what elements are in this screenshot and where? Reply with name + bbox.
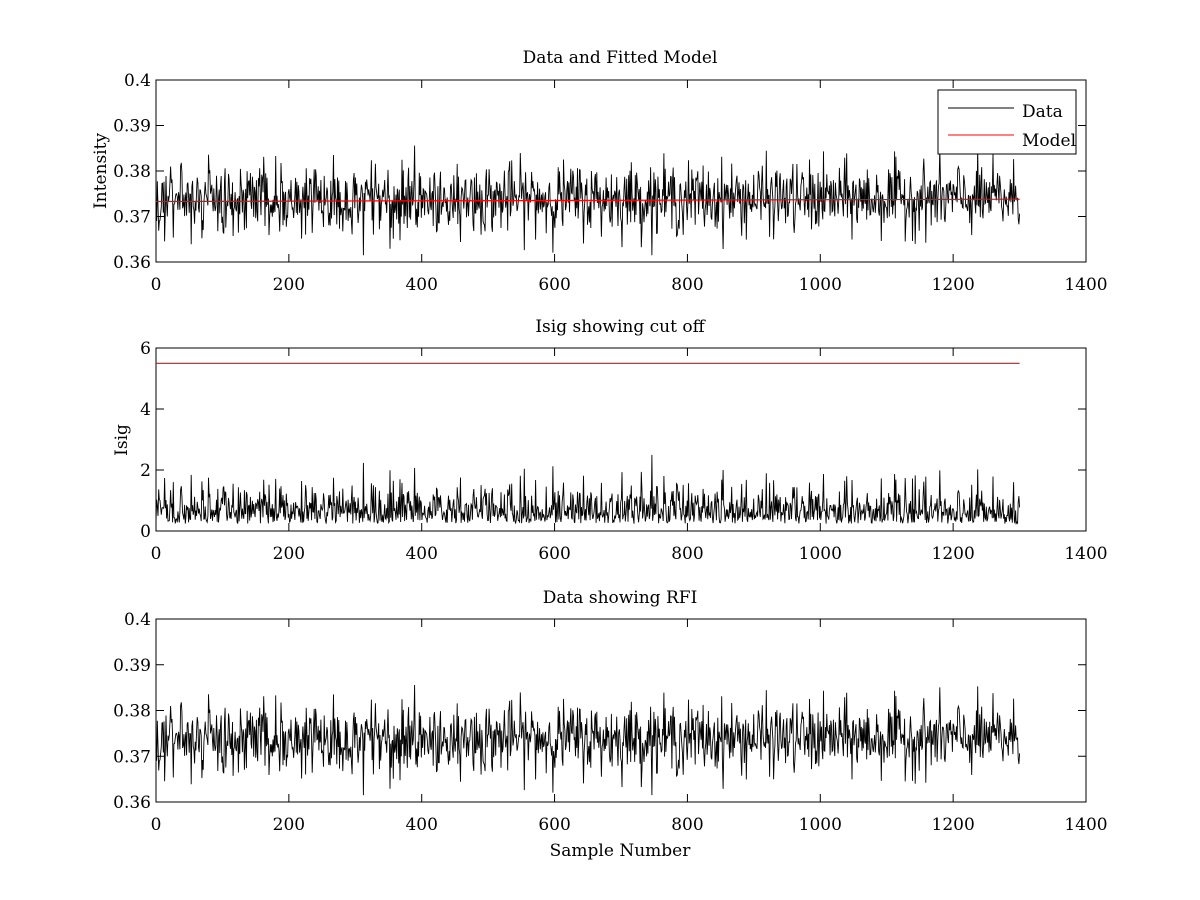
xtick-label: 1000 [799,275,842,295]
xtick-label: 800 [671,275,703,295]
ytick-label: 0.37 [113,747,151,767]
ytick-label: 0.4 [124,610,151,630]
panel3-lines [155,684,1021,796]
panel1-ylabel: Intensity [91,133,111,209]
ytick-label: 2 [140,461,151,481]
panel2-axes-box [155,347,1087,532]
ytick-label: 0.36 [113,253,151,273]
series-line-data [155,454,1021,526]
xtick-label: 400 [405,544,437,564]
xtick-label: 1200 [932,275,975,295]
ytick-label: 0.4 [124,71,151,91]
xtick-label: 600 [538,544,570,564]
ytick-label: 0.38 [113,702,151,722]
xtick-label: 200 [273,275,305,295]
xtick-label: 0 [151,544,162,564]
xtick-label: 1200 [932,544,975,564]
xtick-label: 200 [273,815,305,835]
xtick-label: 800 [671,815,703,835]
series-line-data [155,145,1021,256]
panel1-title: Data and Fitted Model [523,48,718,68]
panel1-lines [155,145,1021,256]
panel3-title: Data showing RFI [543,588,698,608]
xtick-label: 1400 [1064,544,1107,564]
xtick-label: 600 [538,275,570,295]
panel1-yticks: 0.36 0.37 0.38 0.39 0.4 [113,71,1086,273]
legend-label-model: Model [1022,131,1076,151]
panel3-xticks: 0 200 400 600 800 1000 1200 1400 [151,619,1108,835]
xtick-label: 400 [405,275,437,295]
xtick-label: 1000 [799,815,842,835]
xtick-label: 1200 [932,815,975,835]
panel2-yticks: 0 2 4 6 [140,339,1086,542]
ytick-label: 0.39 [113,117,151,137]
ytick-label: 0.38 [113,162,151,182]
xtick-label: 400 [405,815,437,835]
panel2-lines [155,362,1021,526]
panel3-xlabel: Sample Number [550,841,692,861]
panel1-xticks: 0 200 400 600 800 1000 1200 1400 [151,80,1108,295]
legend-label-data: Data [1022,102,1063,122]
panel2-xticks: 0 200 400 600 800 1000 1200 1400 [151,348,1108,564]
panel3-yticks: 0.36 0.37 0.38 0.39 0.4 [113,610,1086,813]
xtick-label: 0 [151,815,162,835]
ytick-label: 0.39 [113,656,151,676]
ytick-label: 0 [140,522,151,542]
panel2-title: Isig showing cut off [535,317,706,337]
ytick-label: 0.37 [113,208,151,228]
xtick-label: 1400 [1064,275,1107,295]
panel-isig-cutoff: Isig showing cut off Isig 0 2 4 6 0 200 400 60… [112,317,1108,564]
series-line-data [155,684,1021,796]
panel1-legend: Data Model [937,89,1077,155]
xtick-label: 800 [671,544,703,564]
xtick-label: 1000 [799,544,842,564]
ytick-label: 6 [140,339,151,359]
xtick-label: 200 [273,544,305,564]
ytick-label: 0.36 [113,793,151,813]
xtick-label: 600 [538,815,570,835]
xtick-label: 0 [151,275,162,295]
ytick-label: 4 [140,400,151,420]
panel-data-rfi: Data showing RFI 0.36 0.37 0.38 0.39 0.4 0 20… [113,588,1107,861]
xtick-label: 1400 [1064,815,1107,835]
legend-box [937,89,1077,155]
series-line-threshold [155,198,1020,203]
panel2-ylabel: Isig [112,424,132,456]
panel-data-fitted-model: Data and Fitted Model Intensity 0.36 0.37… [91,48,1108,295]
